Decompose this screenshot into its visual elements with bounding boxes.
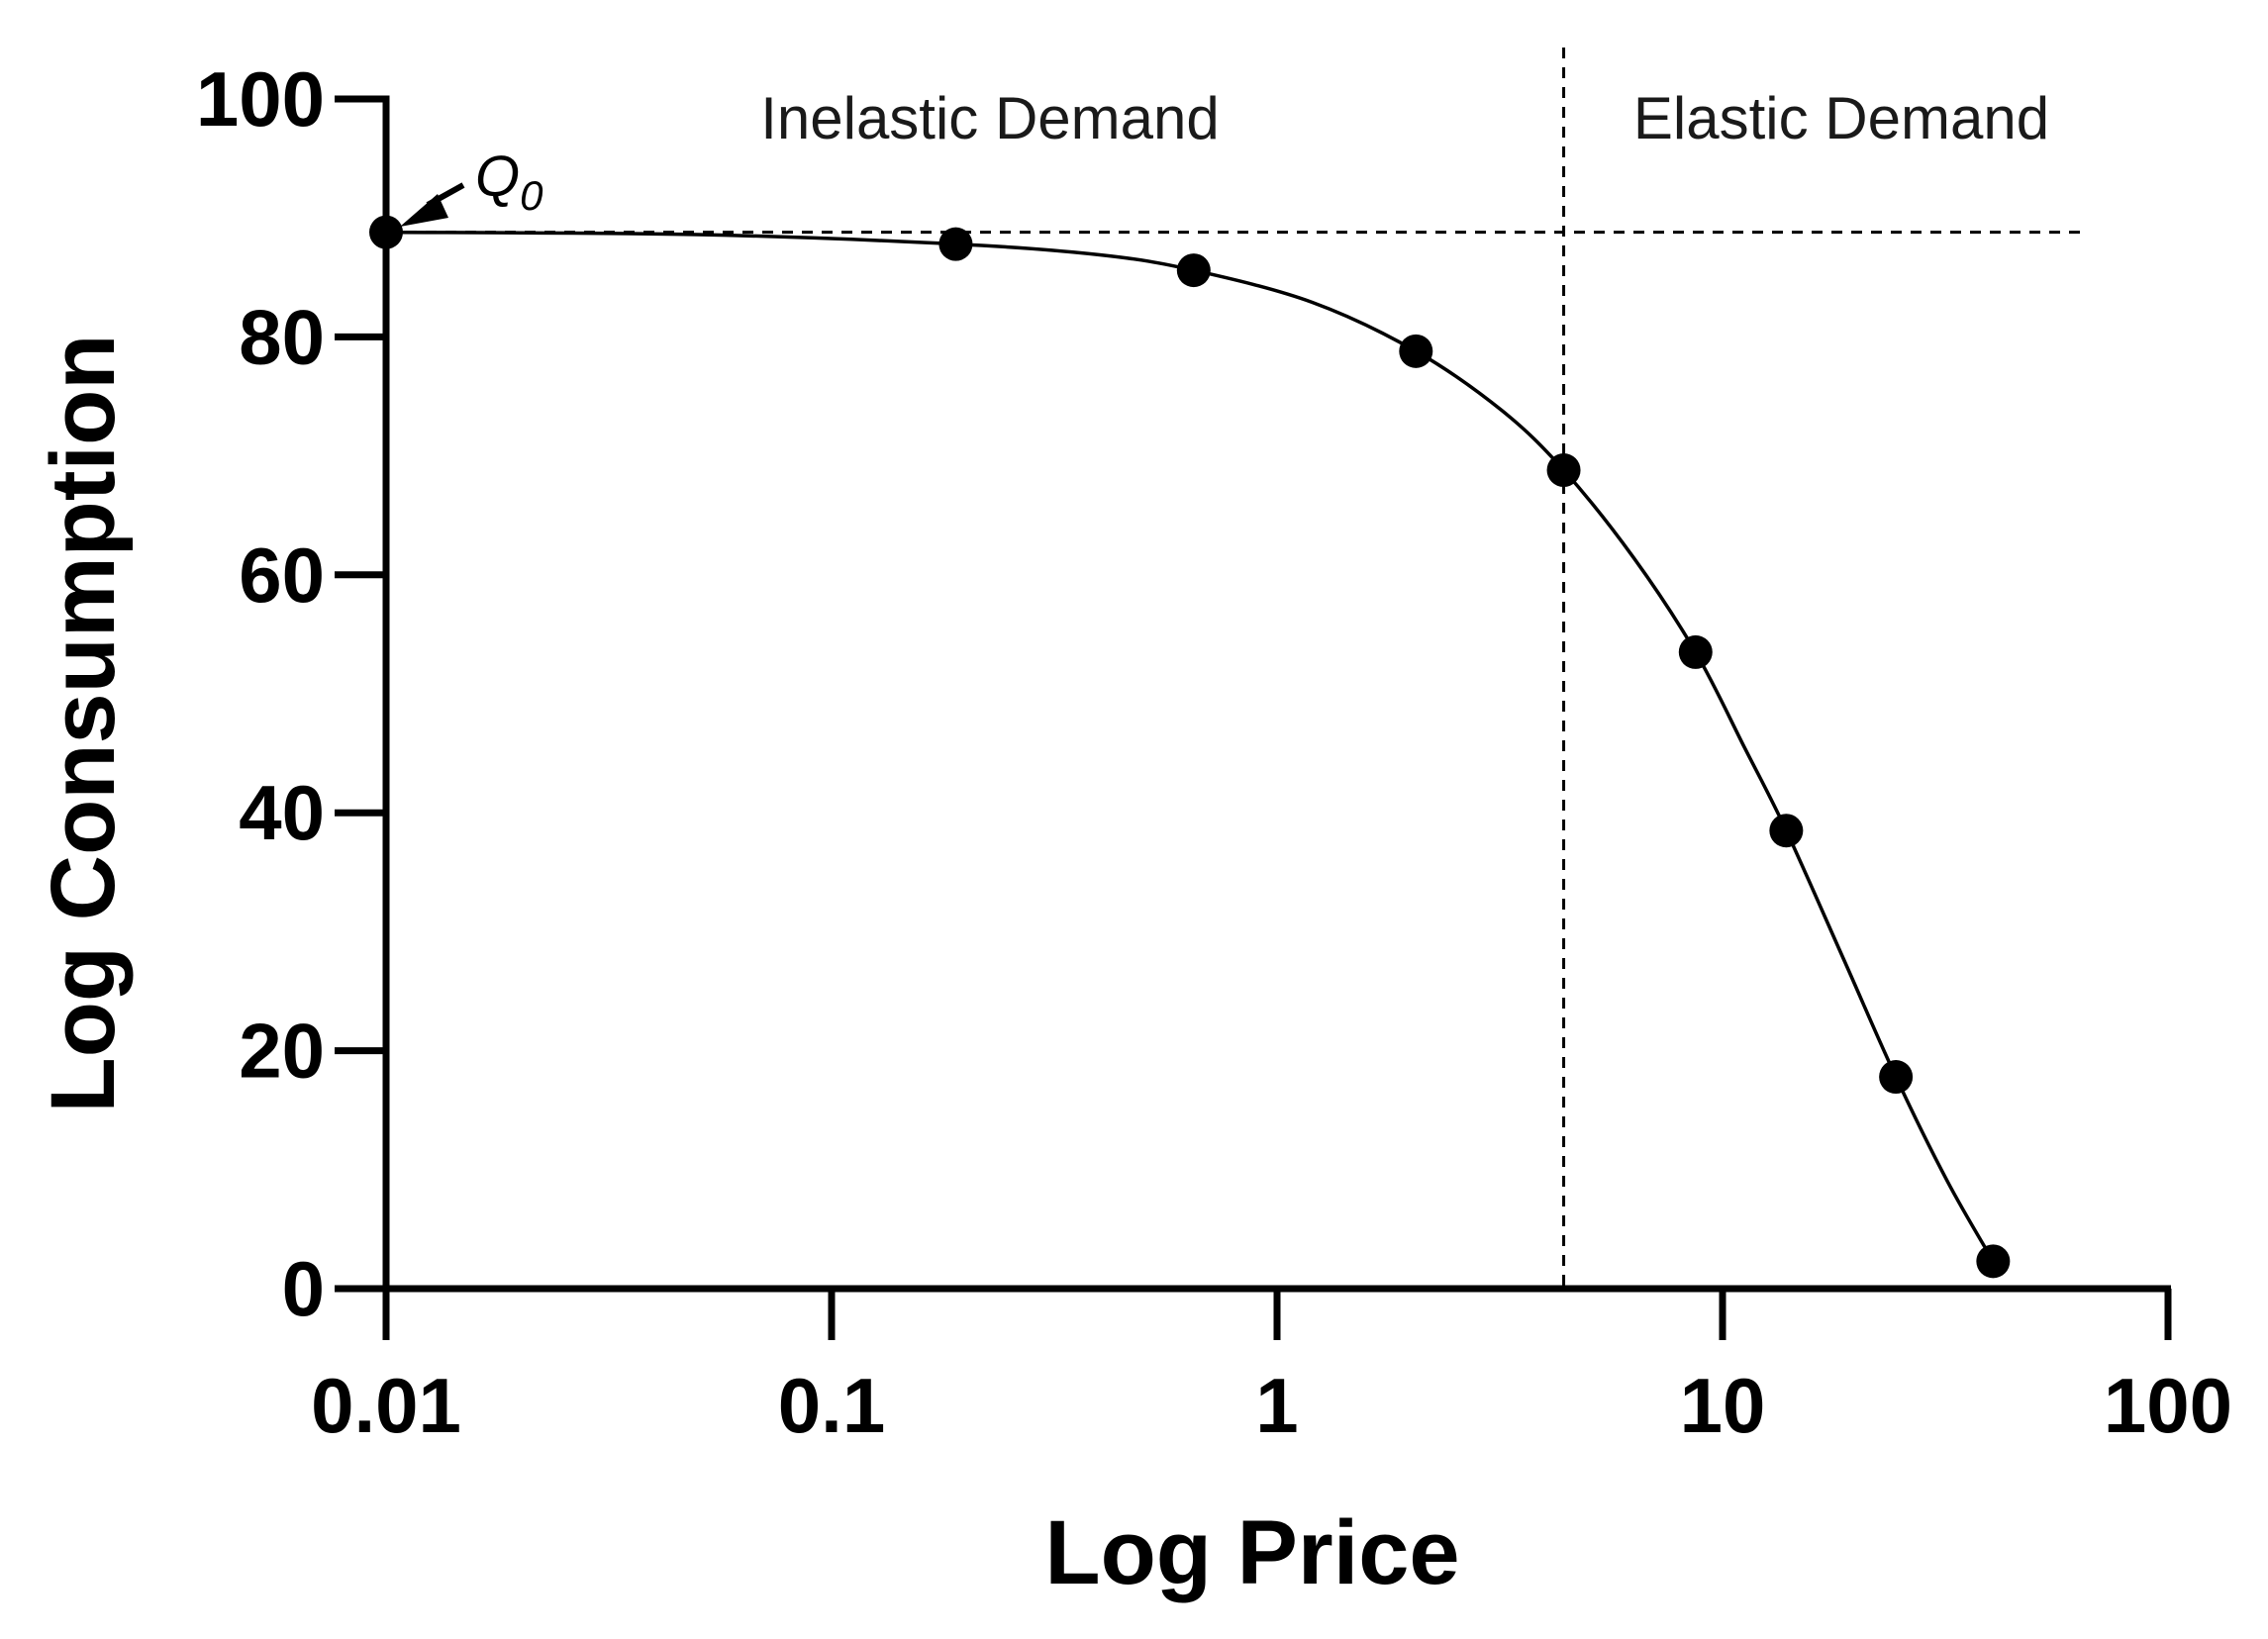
fitted-curve-layer [385,230,1995,1263]
reference-lines-layer [386,48,2084,1289]
y-tick-label-0: 0 [282,1245,325,1332]
data-point-3 [1176,253,1211,288]
data-point-5 [1546,453,1581,488]
labels-layer: 0 20 40 60 80 100 0.01 0.1 1 10 100 Log Price Log Co… [33,55,2232,1603]
inelastic-demand-label: Inelastic Demand [760,85,1220,151]
y-tick-label-40: 40 [239,769,325,856]
axes-layer [335,95,2172,1340]
q0-label: Q0 [475,145,543,219]
y-tick-label-20: 20 [239,1008,325,1095]
q0-arrow-head [400,194,448,227]
y-tick-label-60: 60 [239,531,325,619]
data-point-8 [1879,1060,1914,1095]
data-point-2 [938,227,973,261]
y-axis-title: Log Consumption [33,335,134,1113]
data-point-4 [1399,334,1433,368]
x-tick-label-1: 1 [1255,1362,1298,1449]
data-point-9 [1976,1244,2011,1279]
data-point-6 [1678,634,1713,669]
x-tick-label-10: 10 [1680,1362,1766,1449]
y-tick-label-100: 100 [196,55,325,143]
y-tick-label-80: 80 [239,293,325,380]
x-tick-label-0.01: 0.01 [311,1362,461,1449]
data-point-7 [1769,814,1804,848]
elastic-demand-label: Elastic Demand [1633,85,2049,151]
q0-label-main: Q [475,145,520,209]
x-tick-label-0.1: 0.1 [778,1362,885,1449]
x-axis-title: Log Price [1044,1502,1459,1603]
data-points-layer [369,215,2011,1279]
q0-label-subscript: 0 [520,172,543,219]
fitted-demand-curve [385,230,1995,1263]
x-tick-label-100: 100 [2104,1362,2232,1449]
